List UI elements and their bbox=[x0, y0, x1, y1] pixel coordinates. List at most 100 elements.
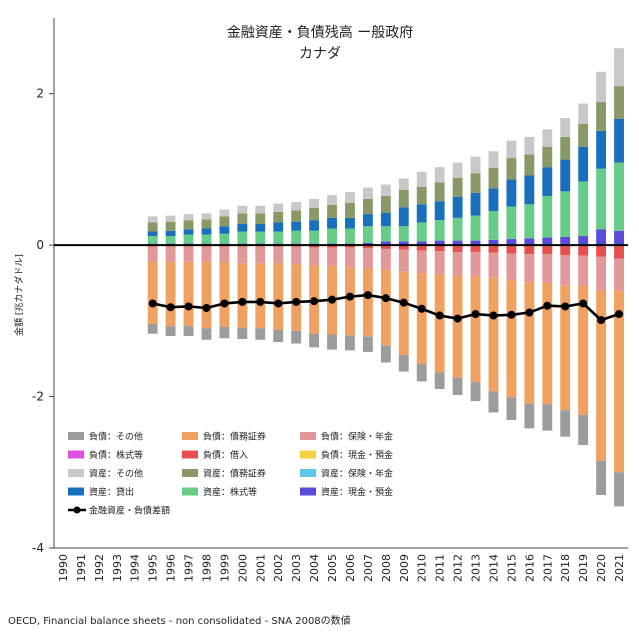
legend-label: 負債：現金・預金 bbox=[321, 449, 393, 461]
bar-liability-3 bbox=[452, 251, 463, 276]
bar-asset-2 bbox=[273, 231, 284, 244]
bar-liability-3 bbox=[165, 246, 176, 262]
bar-asset-4 bbox=[416, 186, 427, 205]
bar-liability-3 bbox=[470, 251, 481, 277]
bar-liability-5 bbox=[183, 326, 194, 336]
bar-liability-5 bbox=[219, 326, 230, 339]
bar-asset-2 bbox=[578, 181, 589, 237]
bar-liability-5 bbox=[273, 329, 284, 343]
bar-liability-5 bbox=[524, 403, 535, 429]
bar-asset-3 bbox=[416, 204, 427, 223]
legend-swatch bbox=[182, 450, 198, 459]
legend-label: 資産：保険・年金 bbox=[321, 468, 393, 480]
bar-liability-5 bbox=[434, 372, 445, 389]
bar-liability-3 bbox=[327, 247, 337, 267]
bar-liability-1 bbox=[327, 245, 337, 248]
bar-liability-1 bbox=[596, 245, 607, 257]
legend-label: 負債：保険・年金 bbox=[321, 431, 393, 443]
bar-liability-4 bbox=[273, 263, 284, 330]
bar-liability-5 bbox=[362, 336, 373, 352]
bar-liability-1 bbox=[452, 245, 463, 252]
legend-swatch bbox=[300, 469, 316, 477]
bar-liability-1 bbox=[362, 245, 373, 249]
bar-asset-2 bbox=[416, 222, 427, 242]
bar-asset-5 bbox=[327, 195, 337, 206]
bar-asset-5 bbox=[291, 201, 302, 211]
bar-liability-3 bbox=[524, 254, 535, 283]
bar-asset-5 bbox=[470, 156, 481, 174]
bar-asset-0 bbox=[488, 239, 499, 246]
y-axis-label: 金額 [兆カナダドル] bbox=[13, 254, 25, 336]
legend-swatch bbox=[182, 432, 198, 440]
bar-asset-5 bbox=[165, 215, 176, 222]
bar-asset-3 bbox=[273, 222, 284, 232]
bar-asset-0 bbox=[398, 241, 409, 246]
bar-asset-5 bbox=[506, 140, 517, 159]
bar-asset-3 bbox=[452, 196, 463, 218]
bar-asset-2 bbox=[291, 230, 302, 244]
bar-asset-2 bbox=[147, 236, 158, 244]
y-tick-label: 2 bbox=[36, 87, 44, 101]
bar-asset-4 bbox=[255, 213, 266, 224]
bar-asset-4 bbox=[183, 220, 194, 230]
bar-asset-5 bbox=[237, 205, 248, 214]
bar-liability-4 bbox=[380, 270, 391, 346]
bar-liability-3 bbox=[416, 250, 427, 274]
x-tick-label: 2021 bbox=[613, 554, 626, 582]
bar-liability-1 bbox=[398, 245, 409, 250]
legend-swatch-point bbox=[73, 506, 81, 514]
bar-liability-5 bbox=[309, 333, 320, 348]
legend-label: 負債：借入 bbox=[203, 449, 248, 461]
bar-asset-3 bbox=[291, 221, 302, 231]
bar-liability-5 bbox=[542, 404, 553, 431]
x-tick-label: 2020 bbox=[595, 554, 608, 582]
bar-asset-3 bbox=[345, 217, 355, 229]
bar-liability-5 bbox=[165, 326, 176, 336]
bar-asset-2 bbox=[237, 231, 248, 244]
bar-asset-4 bbox=[596, 102, 607, 131]
balance-point bbox=[148, 299, 157, 308]
bar-asset-4 bbox=[219, 216, 230, 227]
bar-liability-3 bbox=[560, 254, 571, 286]
balance-point bbox=[202, 303, 211, 312]
bar-asset-4 bbox=[434, 182, 445, 202]
bar-asset-4 bbox=[560, 136, 571, 160]
bar-asset-4 bbox=[291, 210, 302, 222]
x-tick-label: 2000 bbox=[236, 554, 249, 582]
bar-asset-5 bbox=[219, 209, 230, 217]
bar-asset-5 bbox=[273, 203, 284, 212]
balance-point bbox=[292, 297, 301, 306]
bar-asset-3 bbox=[237, 223, 248, 232]
x-tick-label: 1990 bbox=[57, 554, 70, 582]
legend-swatch bbox=[300, 432, 316, 440]
bar-liability-1 bbox=[560, 245, 571, 255]
bar-liability-4 bbox=[255, 263, 266, 329]
bar-asset-5 bbox=[255, 205, 266, 214]
bar-liability-5 bbox=[237, 327, 248, 340]
balance-point bbox=[453, 314, 462, 323]
bar-asset-4 bbox=[327, 205, 337, 218]
legend-swatch bbox=[182, 469, 198, 477]
x-tick-label: 1997 bbox=[183, 554, 196, 582]
bar-liability-4 bbox=[542, 283, 553, 405]
legend-swatch bbox=[182, 487, 198, 496]
bar-liability-1 bbox=[506, 245, 517, 254]
bar-liability-3 bbox=[345, 247, 355, 268]
bar-liability-4 bbox=[470, 276, 481, 383]
bar-liability-3 bbox=[273, 246, 284, 264]
balance-point bbox=[579, 299, 588, 308]
legend-label: 資産：貸出 bbox=[89, 486, 134, 498]
balance-point bbox=[184, 302, 193, 311]
bar-asset-0 bbox=[506, 239, 517, 246]
bar-asset-4 bbox=[470, 173, 481, 193]
bar-liability-4 bbox=[488, 277, 499, 392]
bar-liability-5 bbox=[291, 330, 302, 344]
bar-asset-2 bbox=[255, 231, 266, 244]
bar-asset-2 bbox=[309, 230, 320, 244]
balance-point bbox=[597, 316, 606, 325]
bar-asset-2 bbox=[452, 217, 463, 241]
bar-asset-5 bbox=[380, 184, 391, 196]
bar-asset-3 bbox=[398, 207, 409, 227]
bar-asset-3 bbox=[524, 175, 535, 205]
